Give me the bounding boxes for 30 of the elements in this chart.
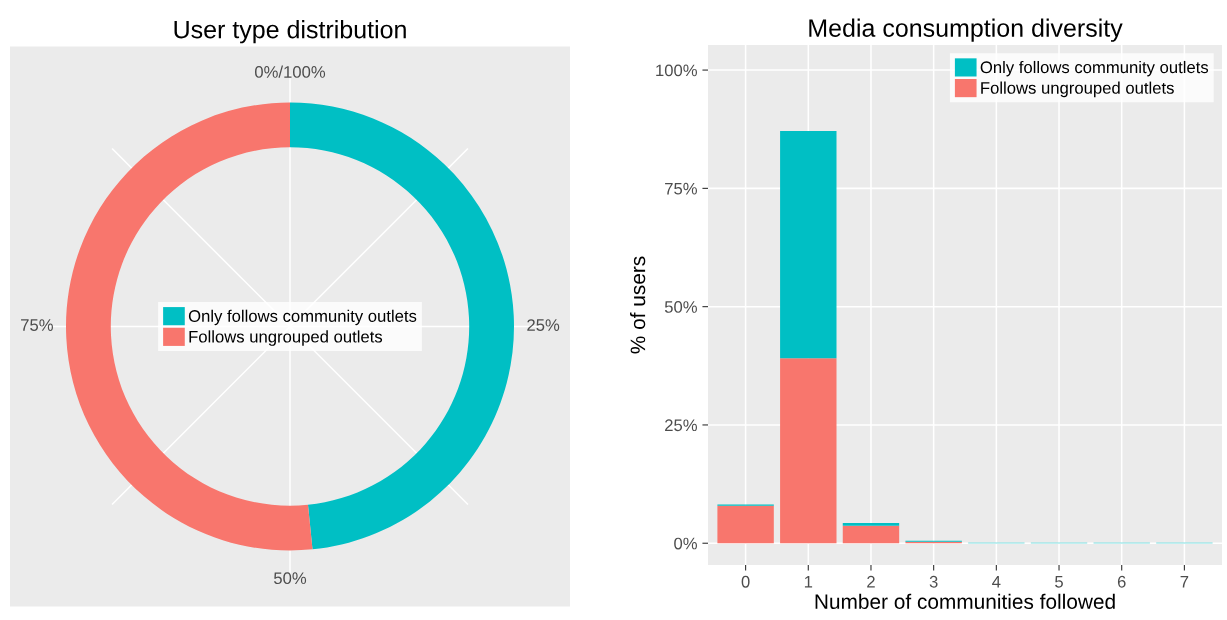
x-tick-label: 4 [992,576,1001,588]
x-tick-label: 3 [929,575,938,588]
bar [780,131,837,359]
y-tick-label: 75% [665,182,697,195]
chart-title: User type distribution [174,20,406,44]
x-tick-label: 5 [1055,576,1063,588]
x-tick-label: 6 [1117,575,1126,588]
x-tick-label: 2 [867,575,875,588]
legend-label: Only follows community outlets [980,60,1209,77]
text: 75% [21,319,53,331]
chart-title: Media consumption diversity [809,18,1123,42]
x-axis-title: Number of communities followed [815,593,1115,610]
y-axis-title: % of users [630,256,646,354]
legend-label: Follows ungrouped outlets [981,81,1174,98]
x-tick-label: 7 [1180,576,1189,588]
x-tick-label: 1 [804,576,813,588]
bar [780,358,837,544]
bar [842,522,900,526]
y-tick-label: 50% [664,301,697,313]
legend-label: Only follows community outlets [188,309,417,326]
text: 50% [273,572,307,585]
y-tick-label: 0% [674,537,697,550]
legend-label: Follows ungrouped outlets [189,330,383,346]
text: 25% [527,319,560,331]
text: 0%/100% [254,65,326,78]
y-tick-label: 100% [656,64,697,77]
y-tick-label: 25% [665,419,697,432]
x-tick-label: 0 [741,575,750,588]
bar [842,525,900,544]
bar [717,505,774,544]
